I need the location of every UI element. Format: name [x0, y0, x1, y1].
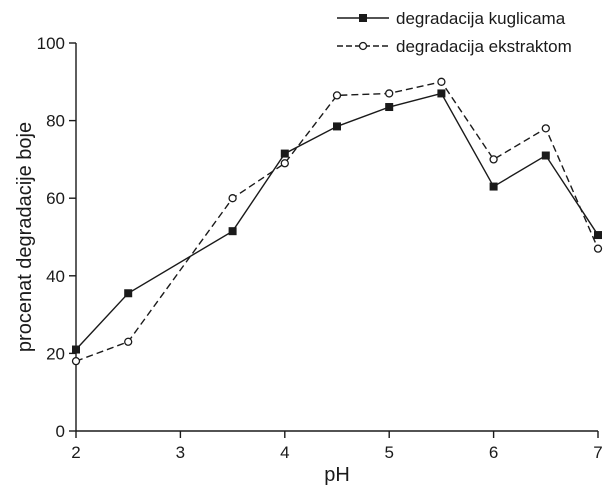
data-point-circle: [71, 357, 81, 366]
y-tick-label: 60: [46, 189, 65, 208]
y-ticks: 0 20 40 60 80 100: [37, 34, 76, 441]
data-point-circle: [228, 194, 237, 203]
x-tick-label: 2: [71, 443, 80, 462]
x-tick-label: 7: [593, 443, 602, 462]
series-1: [72, 89, 602, 354]
x-tick-label: 5: [384, 443, 393, 462]
data-point-circle: [489, 155, 498, 164]
x-tick-label: 4: [280, 443, 289, 462]
data-point-square: [124, 289, 133, 298]
data-point-square: [72, 345, 80, 354]
data-point-circle: [124, 337, 133, 346]
data-point-circle: [437, 77, 446, 86]
y-tick-label: 20: [46, 344, 65, 363]
data-point-square: [385, 103, 394, 112]
y-tick-label: 40: [46, 267, 65, 286]
data-point-square: [333, 122, 341, 131]
data-point-square: [359, 14, 367, 22]
data-point-square: [541, 151, 550, 160]
series-line: [75, 92, 599, 350]
series-2: [71, 77, 603, 366]
data-point-circle: [385, 89, 394, 98]
y-tick-label: 80: [46, 112, 65, 131]
data-point-square: [594, 231, 602, 240]
legend-label: degradacija kuglicama: [396, 9, 566, 28]
legend-item: degradacija ekstraktom: [337, 37, 572, 56]
data-point-square: [437, 89, 446, 98]
legend: degradacija kuglicama degradacija ekstrak…: [337, 9, 572, 56]
y-tick-label: 100: [37, 34, 65, 53]
axes: [75, 43, 598, 432]
data-point-circle: [280, 159, 289, 168]
x-tick-label: 6: [489, 443, 498, 462]
data-point-circle: [593, 244, 603, 253]
data-point-square: [228, 227, 237, 236]
y-axis-title: procenat degradacije boje: [14, 122, 36, 352]
x-tick-label: 3: [176, 443, 185, 462]
data-point-square: [280, 149, 289, 158]
data-point-circle: [541, 124, 550, 133]
data-point-circle: [332, 91, 342, 100]
x-ticks: 2 3 4 5 6 7: [71, 431, 603, 462]
x-axis-title: pH: [324, 464, 350, 486]
series-layer: [71, 77, 603, 366]
data-point-square: [489, 182, 498, 191]
series-line: [75, 81, 599, 362]
y-tick-label: 0: [56, 422, 65, 441]
legend-item: degradacija kuglicama: [337, 9, 566, 28]
data-point-circle: [358, 41, 368, 51]
legend-label: degradacija ekstraktom: [396, 37, 572, 56]
